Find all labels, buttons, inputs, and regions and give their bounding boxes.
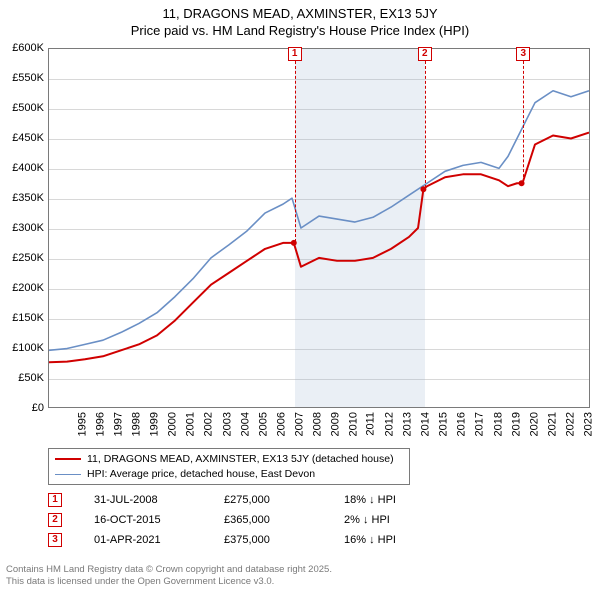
- event-price: £275,000: [224, 494, 334, 506]
- x-tick-label: 2020: [528, 412, 540, 436]
- x-tick-label: 2012: [384, 412, 396, 436]
- line-chart: 1 2 3: [48, 48, 590, 408]
- x-tick-label: 2013: [402, 412, 414, 436]
- x-tick-label: 2017: [474, 412, 486, 436]
- x-tick-label: 2001: [185, 412, 197, 436]
- x-tick-label: 2016: [456, 412, 468, 436]
- x-tick-label: 2006: [275, 412, 287, 436]
- event-marker-1: 1: [288, 47, 302, 61]
- event-price: £375,000: [224, 534, 334, 546]
- y-tick-label: £100K: [12, 342, 44, 354]
- y-tick-label: £300K: [12, 222, 44, 234]
- footer-line-2: This data is licensed under the Open Gov…: [6, 576, 332, 587]
- y-tick-label: £350K: [12, 192, 44, 204]
- event-hpi: 2% ↓ HPI: [344, 514, 444, 526]
- event-price: £365,000: [224, 514, 334, 526]
- x-tick-label: 1997: [113, 412, 125, 436]
- event-marker-3: 3: [516, 47, 530, 61]
- event-hpi: 16% ↓ HPI: [344, 534, 444, 546]
- event-date: 16-OCT-2015: [94, 514, 214, 526]
- event-marker-box: 2: [418, 47, 432, 61]
- events-table: 1 31-JUL-2008 £275,000 18% ↓ HPI 2 16-OCT-201…: [48, 490, 590, 550]
- legend-label: 11, DRAGONS MEAD, AXMINSTER, EX13 5JY (d…: [87, 452, 394, 467]
- event-index-box: 2: [48, 513, 62, 527]
- y-axis-labels: £0£50K£100K£150K£200K£250K£300K£350K£400…: [0, 48, 46, 408]
- x-tick-label: 2018: [492, 412, 504, 436]
- x-tick-label: 2003: [221, 412, 233, 436]
- event-row: 3 01-APR-2021 £375,000 16% ↓ HPI: [48, 530, 590, 550]
- event-marker-2: 2: [418, 47, 432, 61]
- x-tick-label: 2009: [329, 412, 341, 436]
- event-date: 01-APR-2021: [94, 534, 214, 546]
- x-tick-label: 2005: [257, 412, 269, 436]
- y-tick-label: £550K: [12, 72, 44, 84]
- x-tick-label: 1995: [76, 412, 88, 436]
- title-line-1: 11, DRAGONS MEAD, AXMINSTER, EX13 5JY: [0, 6, 600, 23]
- x-tick-label: 2015: [438, 412, 450, 436]
- x-tick-label: 2008: [311, 412, 323, 436]
- event-marker-line: [425, 61, 426, 188]
- event-row: 1 31-JUL-2008 £275,000 18% ↓ HPI: [48, 490, 590, 510]
- y-tick-label: £50K: [18, 372, 44, 384]
- y-tick-label: £450K: [12, 132, 44, 144]
- title-line-2: Price paid vs. HM Land Registry's House …: [0, 23, 600, 40]
- event-marker-line: [295, 61, 296, 242]
- legend-swatch: [55, 458, 81, 460]
- chart-legend: 11, DRAGONS MEAD, AXMINSTER, EX13 5JY (d…: [48, 448, 410, 485]
- event-date: 31-JUL-2008: [94, 494, 214, 506]
- footer-line-1: Contains HM Land Registry data © Crown c…: [6, 564, 332, 575]
- y-tick-label: £250K: [12, 252, 44, 264]
- event-index-box: 1: [48, 493, 62, 507]
- event-marker-box: 3: [516, 47, 530, 61]
- x-axis-labels: 1995 1996 1997 1998 1999 2000 2001 2002 2003 2004…: [48, 410, 590, 446]
- y-tick-label: £150K: [12, 312, 44, 324]
- legend-row: HPI: Average price, detached house, East…: [55, 467, 403, 482]
- event-marker-line: [523, 61, 524, 182]
- y-tick-label: £400K: [12, 162, 44, 174]
- event-row: 2 16-OCT-2015 £365,000 2% ↓ HPI: [48, 510, 590, 530]
- x-tick-label: 1999: [149, 412, 161, 436]
- x-tick-label: 2019: [510, 412, 522, 436]
- x-tick-label: 2002: [203, 412, 215, 436]
- x-tick-label: 2004: [239, 412, 251, 436]
- y-tick-label: £500K: [12, 102, 44, 114]
- x-tick-label: 2022: [564, 412, 576, 436]
- y-tick-label: £200K: [12, 282, 44, 294]
- y-tick-label: £600K: [12, 42, 44, 54]
- legend-row: 11, DRAGONS MEAD, AXMINSTER, EX13 5JY (d…: [55, 452, 403, 467]
- event-marker-box: 1: [288, 47, 302, 61]
- legend-swatch: [55, 474, 81, 475]
- series-hpi: [49, 91, 589, 351]
- x-tick-label: 2021: [546, 412, 558, 436]
- x-tick-label: 2014: [420, 412, 432, 436]
- x-tick-label: 2000: [167, 412, 179, 436]
- x-tick-label: 2007: [293, 412, 305, 436]
- chart-title-block: 11, DRAGONS MEAD, AXMINSTER, EX13 5JY Pr…: [0, 0, 600, 40]
- event-hpi: 18% ↓ HPI: [344, 494, 444, 506]
- x-tick-label: 1996: [95, 412, 107, 436]
- legend-label: HPI: Average price, detached house, East…: [87, 467, 315, 482]
- event-index-box: 3: [48, 533, 62, 547]
- x-tick-label: 2023: [582, 412, 594, 436]
- x-tick-label: 1998: [131, 412, 143, 436]
- y-tick-label: £0: [32, 402, 44, 414]
- x-tick-label: 2011: [365, 412, 377, 436]
- x-tick-label: 2010: [347, 412, 359, 436]
- copyright-footer: Contains HM Land Registry data © Crown c…: [6, 564, 332, 587]
